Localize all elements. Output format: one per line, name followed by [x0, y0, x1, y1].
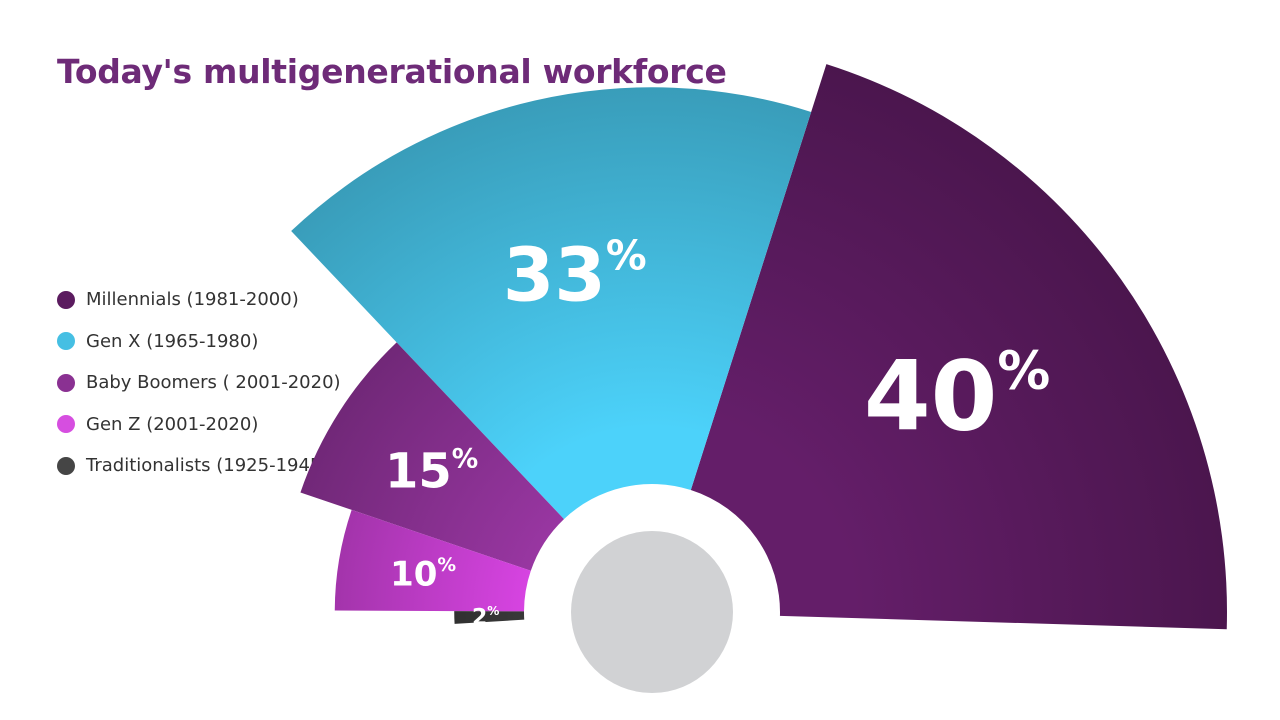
value-label-traditionalists: 2% — [472, 604, 499, 630]
chart-title: Today's multigenerational workforce — [57, 52, 727, 91]
wedge-millennials — [690, 64, 1227, 630]
chart-legend: Millennials (1981-2000) Gen X (1965-1980… — [57, 279, 341, 487]
legend-label-gen-x: Gen X (1965-1980) — [86, 330, 259, 352]
wedge-gen-z — [334, 509, 531, 612]
legend-label-millennials: Millennials (1981-2000) — [86, 289, 299, 311]
legend-item-gen-z: Gen Z (2001-2020) — [57, 404, 341, 446]
wedge-traditionalists — [454, 611, 525, 624]
hub-circle — [571, 531, 733, 693]
value-number-gen-z: 10 — [390, 555, 437, 595]
value-label-baby-boomers: 15% — [385, 443, 478, 499]
legend-swatch-baby-boomers — [57, 373, 75, 392]
legend-label-traditionalists: Traditionalists (1925-1945) — [86, 455, 329, 477]
value-number-baby-boomers: 15 — [385, 443, 452, 499]
value-number-millennials: 40 — [864, 341, 998, 453]
legend-item-gen-x: Gen X (1965-1980) — [57, 321, 341, 363]
legend-item-traditionalists: Traditionalists (1925-1945) — [57, 445, 341, 487]
legend-swatch-gen-x — [57, 332, 75, 351]
legend-swatch-millennials — [57, 290, 75, 309]
legend-label-baby-boomers: Baby Boomers ( 2001-2020) — [86, 372, 341, 394]
value-percent-millennials: % — [997, 341, 1050, 402]
value-percent-gen-x: % — [606, 231, 647, 279]
wedge-baby-boomers — [300, 342, 564, 571]
legend-item-baby-boomers: Baby Boomers ( 2001-2020) — [57, 362, 341, 404]
wedge-gen-x — [291, 87, 812, 520]
value-percent-traditionalists: % — [487, 604, 499, 618]
value-label-gen-z: 10% — [390, 555, 456, 595]
legend-label-gen-z: Gen Z (2001-2020) — [86, 413, 259, 435]
legend-item-millennials: Millennials (1981-2000) — [57, 279, 341, 321]
value-number-gen-x: 33 — [503, 232, 606, 318]
value-label-gen-x: 33% — [503, 231, 647, 318]
legend-swatch-gen-z — [57, 415, 75, 434]
value-label-millennials: 40% — [864, 341, 1051, 453]
value-percent-gen-z: % — [437, 555, 456, 576]
legend-swatch-traditionalists — [57, 456, 75, 475]
value-percent-baby-boomers: % — [452, 443, 478, 474]
value-number-traditionalists: 2 — [472, 605, 487, 630]
